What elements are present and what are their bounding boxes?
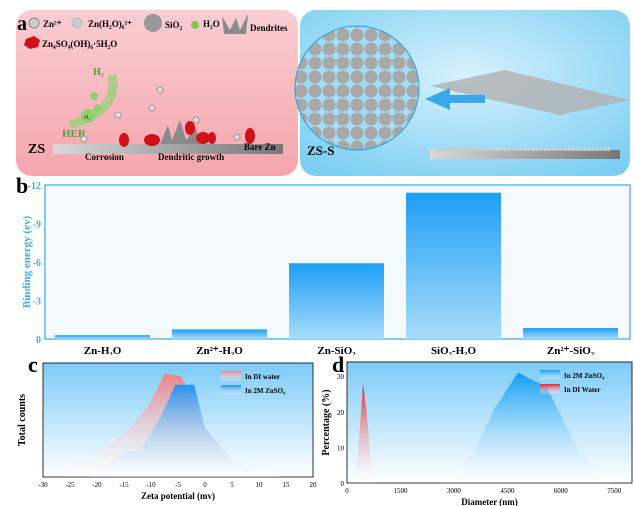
legend-hydrated-zn: Zn(H₂O)₆²⁺ <box>88 19 132 29</box>
x-tick-label: 0 <box>345 487 349 495</box>
arrow-to-zoom <box>425 88 485 110</box>
x-tick-label: 1500 <box>393 487 408 495</box>
sio2-icon <box>144 14 162 32</box>
x-tick-label: -10 <box>146 481 156 489</box>
x-category-label: SiO₂-H₂O <box>431 345 477 355</box>
x-tick-label: -15 <box>119 481 129 489</box>
x-tick-label: -30 <box>38 481 48 489</box>
series-area-0 <box>439 372 611 483</box>
panel-b-chart: 0 -3 -6 -9 -12 Zn-H₂O Zn²⁺-H₂O Zn-SiO₂ SiO₂-H₂O Z… <box>21 181 631 355</box>
x-axis-label: Zeta potential (mv) <box>141 491 215 501</box>
y-tick-label: 0 <box>341 480 345 488</box>
zs-title: ZS <box>28 142 45 157</box>
x-category-label: Zn²⁺-H₂O <box>196 345 243 355</box>
x-tick-label: 4500 <box>500 487 515 495</box>
x-tick-label: 0 <box>203 481 207 489</box>
x-category-label: Zn-H₂O <box>84 345 122 355</box>
h2-bubble <box>81 109 95 123</box>
y-tick-label: 0 <box>36 335 41 346</box>
y-tick-label: 10 <box>337 444 345 452</box>
x-tick-label: 7500 <box>607 487 622 495</box>
bar-4 <box>523 328 618 339</box>
hydrated-zn-icon <box>71 17 83 29</box>
y-tick-label: -12 <box>28 181 41 192</box>
sio2-layer <box>430 70 630 115</box>
y-tick-label: 30 <box>337 373 345 381</box>
legend-label: In 2M ZnSO₄ <box>245 387 286 395</box>
her-label: HER <box>62 128 87 140</box>
legend-swatch-0 <box>540 370 560 380</box>
corrosion-label: Corrosion <box>85 152 124 162</box>
y-tick-label: -9 <box>33 220 41 231</box>
x-tick-label: -20 <box>92 481 102 489</box>
x-tick-label: 6000 <box>554 487 569 495</box>
bare-zn-label: Bare Zn <box>244 142 276 152</box>
x-tick-label: -5 <box>175 481 181 489</box>
y-tick-label: -6 <box>33 258 41 269</box>
x-category-label: Zn²⁺-SiO₂ <box>547 345 595 355</box>
panel-c-chart: In DI water In 2M ZnSO₄ -30 -25 -20 -15 -10 -5 0… <box>17 362 318 501</box>
x-tick-label: -25 <box>65 481 75 489</box>
y-axis-label: Percentage (%) <box>321 389 332 455</box>
legend-zn-ion: Zn²⁺ <box>43 19 62 29</box>
byproduct-particles <box>119 121 255 147</box>
legend-dendrites: Dendrites <box>250 23 288 33</box>
h2-label: H₂ <box>93 67 104 78</box>
legend-swatch-1 <box>540 384 560 394</box>
x-tick-label: 3000 <box>447 487 462 495</box>
x-tick-label: 10 <box>256 481 264 489</box>
series-area-1 <box>70 384 281 477</box>
x-tick-label: 5 <box>230 481 234 489</box>
panel-b-label: b <box>16 173 29 198</box>
panel-c-label: c <box>28 352 38 377</box>
zn-electrode <box>430 150 620 159</box>
legend-label: In DI Water <box>564 386 600 394</box>
zs-background <box>16 10 298 176</box>
bar-0 <box>55 335 150 339</box>
bar-2 <box>289 263 384 339</box>
sio2-zoom-circle <box>294 25 420 151</box>
series-area-1 <box>355 383 376 483</box>
x-tick-label: 20 <box>310 481 318 489</box>
h2-bubble-label: H₂ <box>84 115 90 121</box>
x-axis-label: Diameter (nm) <box>461 497 518 506</box>
legend-label: In 2M ZnSO₄ <box>564 372 605 380</box>
x-category-label: Zn-SiO₂ <box>317 345 356 355</box>
her-arrow <box>68 74 118 130</box>
zs-s-title: ZS-S <box>307 143 334 158</box>
y-axis-label: Binding energy (ev) <box>21 216 33 309</box>
zn-ion-icon <box>28 17 40 29</box>
legend-sio2: SiO₂ <box>165 20 183 30</box>
panel-a-label: a <box>17 13 27 35</box>
dendrite-icon <box>222 14 248 34</box>
legend-swatch-1 <box>221 385 241 395</box>
legend-h2o: H₂O <box>203 19 220 29</box>
zn-ions <box>80 86 241 143</box>
y-tick-label: -3 <box>33 297 41 308</box>
panel-d-chart: In 2M ZnSO₄ In DI Water 0 1500 3000 4500 6000 7… <box>321 361 633 506</box>
y-axis-label: Total counts <box>17 394 28 446</box>
bare-zn-electrode <box>53 144 283 154</box>
legend-swatch-0 <box>221 371 241 381</box>
byproduct-icon <box>24 36 40 49</box>
bar-1 <box>172 329 267 339</box>
dendritic-growth-label: Dendritic growth <box>158 152 224 162</box>
bar-3 <box>406 192 501 339</box>
legend-byproduct: Zn₄SO₄(OH)₆·5H₂O <box>42 39 117 49</box>
panel-a: a Zn²⁺ Zn(H₂O)₆²⁺ SiO₂ H₂O Dendrites Zn₄… <box>16 10 630 176</box>
dendrites <box>160 120 200 144</box>
panel-d-label: d <box>332 352 345 377</box>
legend-label: In DI water <box>245 373 280 381</box>
y-tick-label: 20 <box>337 409 345 417</box>
h2o-icon <box>191 21 199 29</box>
x-tick-label: 15 <box>283 481 291 489</box>
